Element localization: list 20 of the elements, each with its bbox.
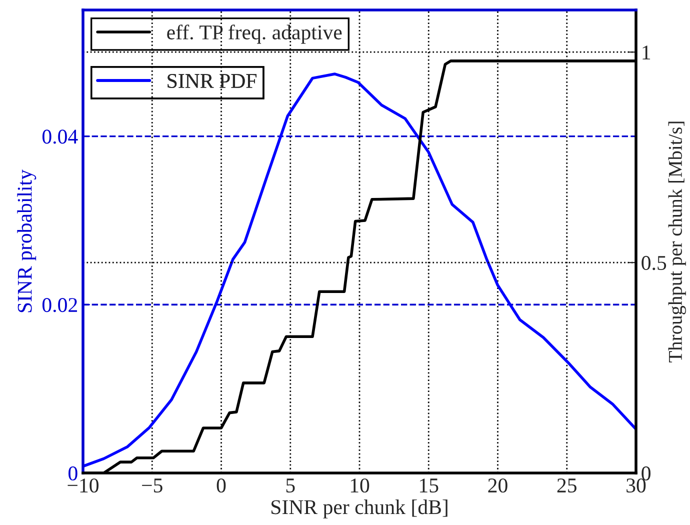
x-tick-label: 30	[626, 478, 646, 493]
y-tick-label: 0.04	[42, 130, 78, 144]
x-axis-title: SINR per chunk [dB]	[271, 500, 448, 518]
x-tick-label: 0	[216, 478, 226, 493]
x-tick-label: 15	[420, 478, 438, 493]
x-tick-label: −5	[142, 478, 162, 493]
legend-label: SINR PDF	[168, 74, 256, 88]
x-tick-label: 10	[350, 478, 370, 493]
y2-tick-label: 0.5	[642, 256, 666, 270]
y-tick-label: 0	[68, 466, 78, 480]
x-tick-label: 20	[488, 478, 508, 493]
x-tick-label: 5	[286, 478, 295, 493]
y2-axis-title: Throughput per chunk [Mbit/s]	[668, 122, 686, 362]
x-tick-label: −10	[68, 478, 98, 493]
y2-tick-label: 0	[642, 466, 650, 480]
legend-label: eff. TP freq. adaptive	[167, 24, 342, 44]
y-tick-label: 0.02	[42, 298, 77, 312]
y2-tick-label: 1	[642, 46, 650, 60]
x-tick-label: 25	[557, 478, 576, 493]
y-axis-title: SINR probability	[17, 170, 36, 312]
